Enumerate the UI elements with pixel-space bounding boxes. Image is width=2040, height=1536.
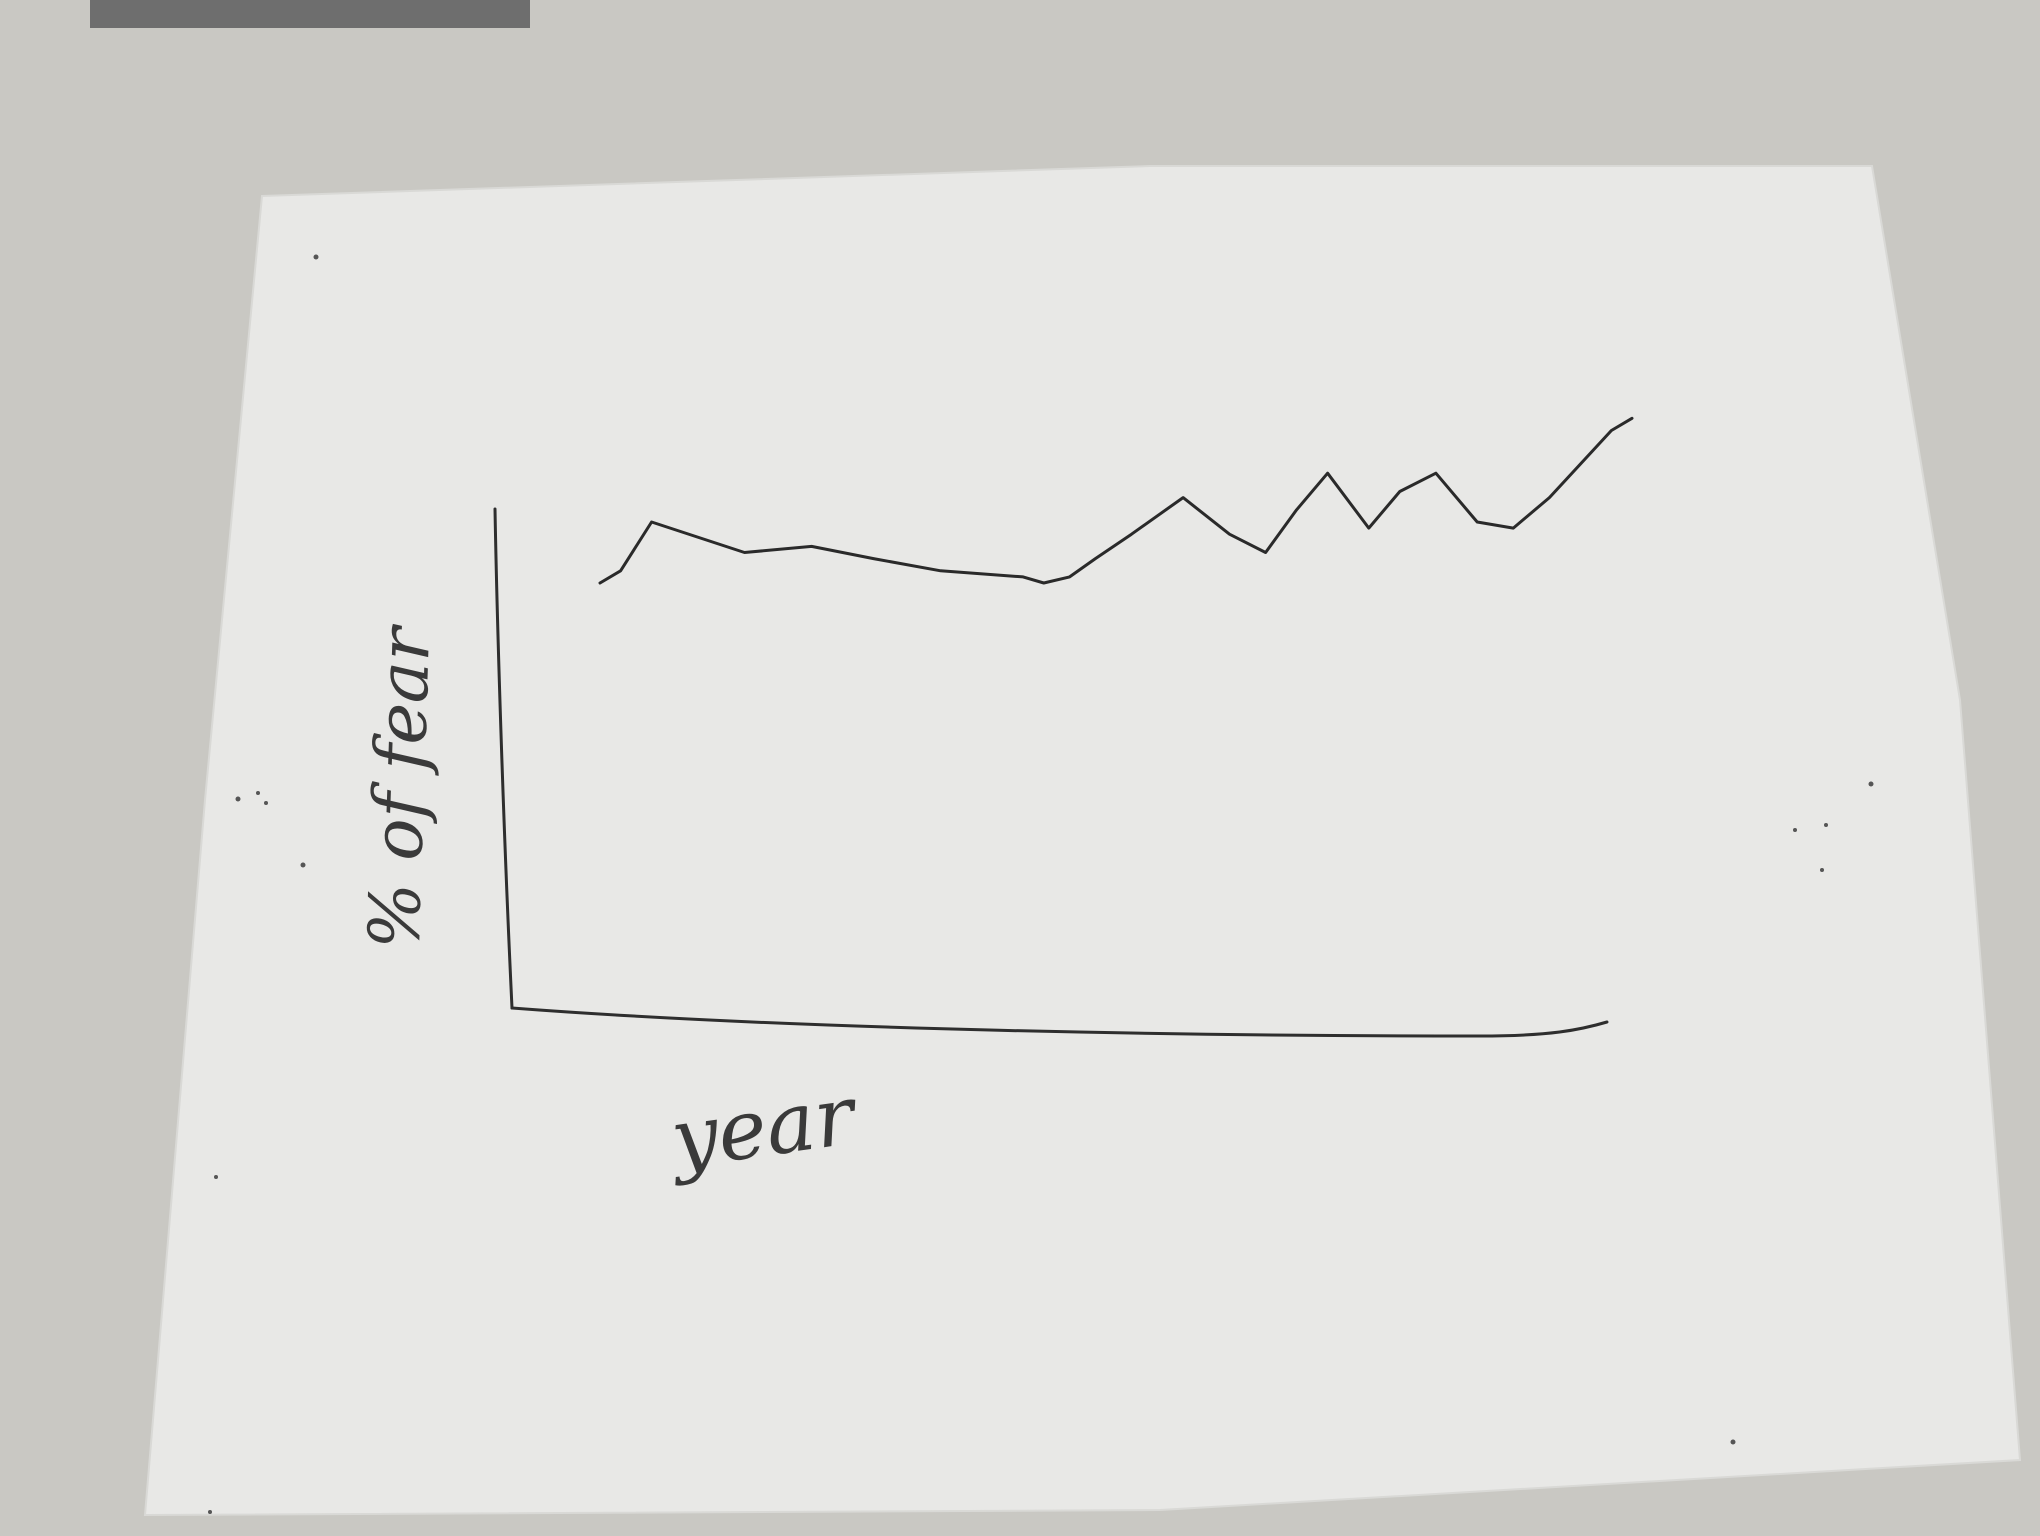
series-line [598,416,1634,585]
paper-specks [208,254,1874,1514]
paper-sheet [143,165,2022,1517]
y-axis-label: % of fear [353,623,446,951]
y-axis [493,507,514,1010]
x-axis [510,1006,1609,1038]
dark-object-top-edge [90,0,530,28]
